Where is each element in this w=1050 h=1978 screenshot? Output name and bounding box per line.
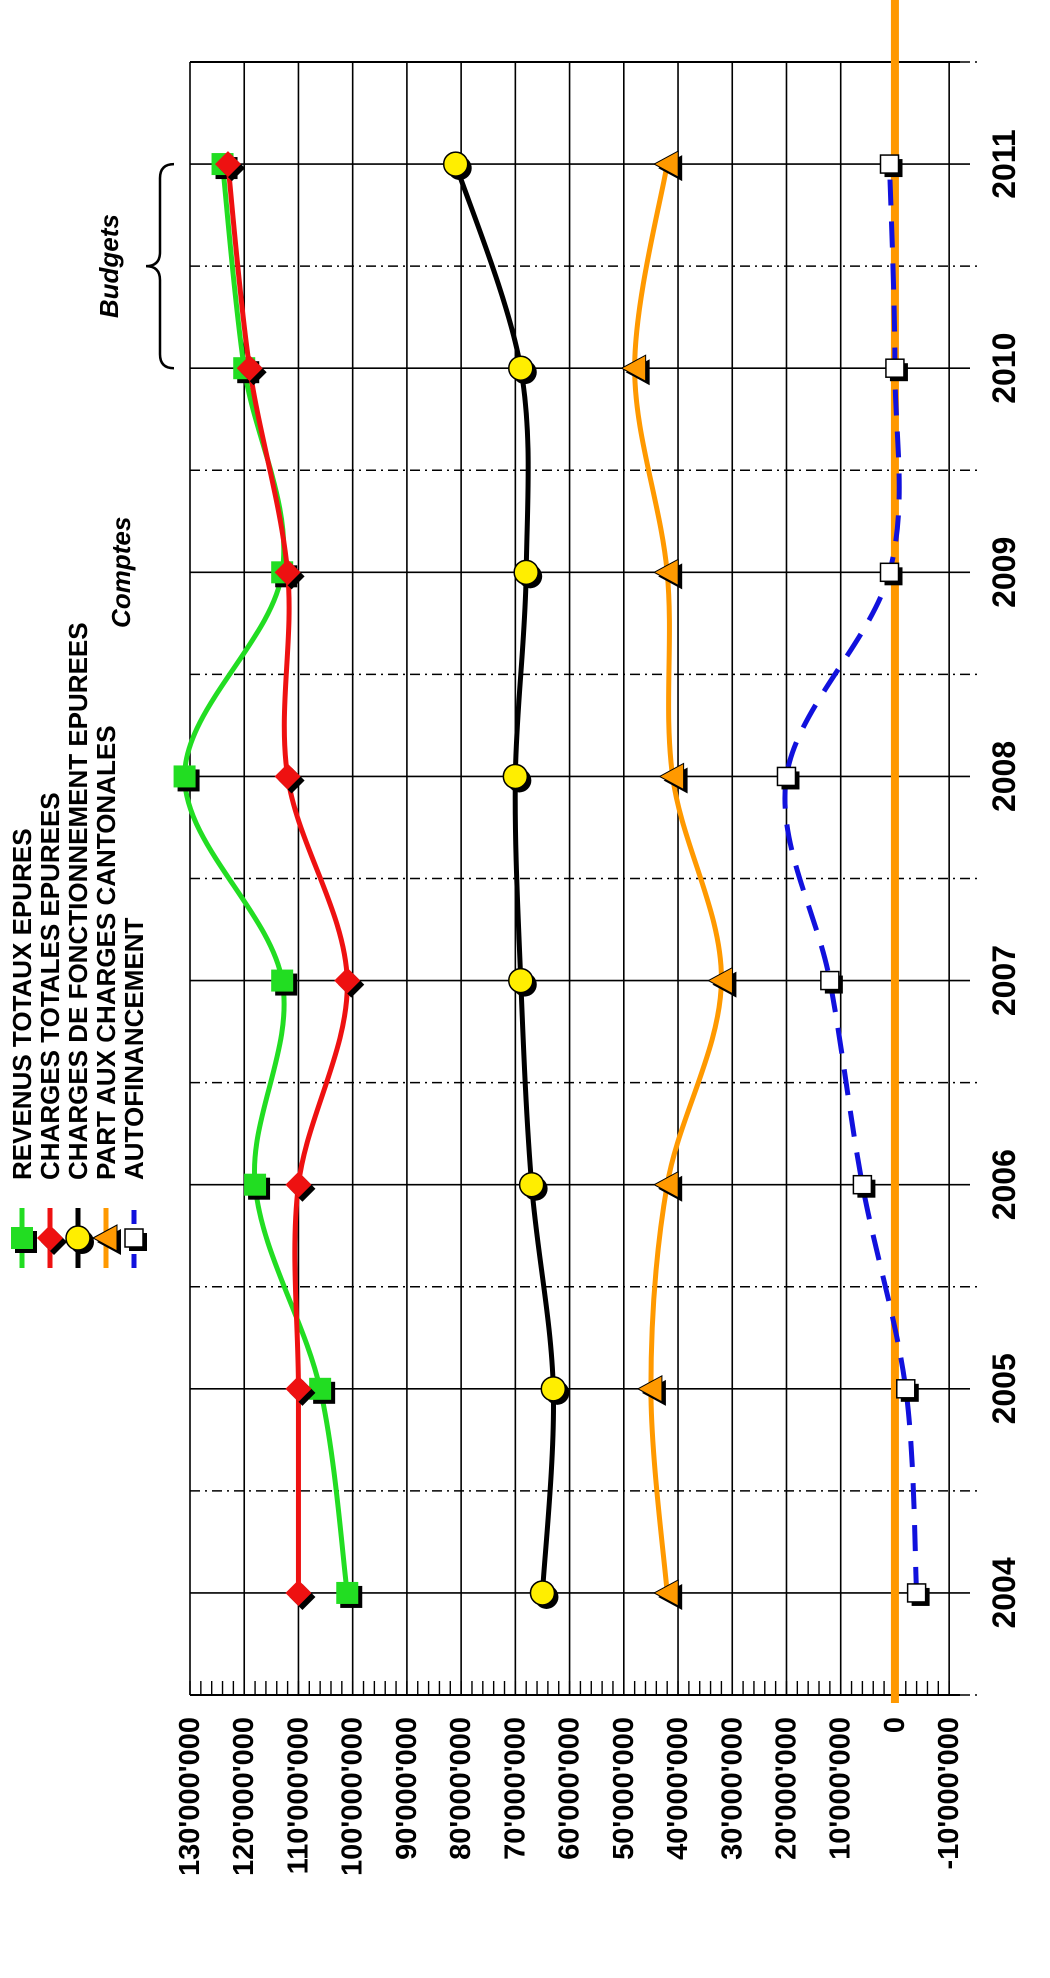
point-charges-de-fonctionnement-epurees	[508, 355, 534, 381]
point-part-aux-charges-cantonales	[653, 150, 679, 178]
annotation-comptes: Comptes	[106, 517, 136, 628]
year-tick-label: 2007	[986, 945, 1022, 1016]
point-autofinancement	[776, 766, 797, 787]
point-part-aux-charges-cantonales	[653, 1170, 679, 1199]
point-autofinancement	[885, 358, 905, 378]
point-charges-de-fonctionnement-epurees	[518, 1171, 545, 1198]
series-line-part-aux-charges-cantonales	[632, 163, 724, 1594]
point-charges-totales-epurees	[274, 763, 301, 790]
chart-grid	[189, 61, 978, 1696]
point-revenus-totaux-epures	[336, 1581, 359, 1604]
year-tick-label: 2004	[986, 1557, 1022, 1628]
legend-marker-charges-totales-epurees	[37, 1225, 63, 1251]
year-tick-label: 2008	[986, 741, 1022, 812]
series-line-charges-totales-epurees	[225, 163, 350, 1593]
value-tick-label: 110'000'000	[282, 1717, 314, 1874]
point-revenus-totaux-epures	[309, 1377, 332, 1400]
series-line-revenus-totaux-epures	[182, 163, 350, 1594]
chart-annotations: Comptes Budgets	[94, 162, 175, 628]
point-revenus-totaux-epures	[173, 765, 196, 788]
point-revenus-totaux-epures	[244, 1173, 267, 1196]
value-tick-label: 100'000'000	[337, 1717, 369, 1876]
value-tick-label: 30'000'000	[716, 1717, 748, 1860]
point-autofinancement	[879, 154, 900, 174]
series-part-aux-charges-cantonales	[620, 150, 737, 1610]
legend-marker-revenus-totaux-epures	[11, 1227, 33, 1249]
year-tick-label: 2006	[986, 1149, 1022, 1220]
point-charges-de-fonctionnement-epurees	[529, 1580, 556, 1606]
legend-label-part-aux-charges-cantonales: PART AUX CHARGES CANTONALES	[91, 725, 121, 1180]
series-autofinancement	[776, 154, 930, 1606]
point-revenus-totaux-epures	[271, 969, 294, 992]
annotation-budgets: Budgets	[94, 214, 124, 318]
series-line-charges-de-fonctionnement-epurees	[453, 163, 557, 1594]
point-autofinancement	[852, 1174, 873, 1195]
tick-labels: -10'000'000 0 10'000'000 20'000'000 30'000'0…	[174, 129, 1022, 1876]
series-line-autofinancement	[782, 163, 920, 1594]
legend-label-charges-de-fonctionnement-epurees: CHARGES DE FONCTIONNEMENT EPUREES	[63, 622, 93, 1180]
value-tick-label: -10'000'000	[933, 1717, 965, 1869]
point-charges-de-fonctionnement-epurees	[508, 967, 534, 994]
point-charges-de-fonctionnement-epurees	[540, 1376, 567, 1402]
value-tick-label: 90'000'000	[391, 1717, 423, 1860]
year-tick-label: 2010	[986, 333, 1022, 404]
point-part-aux-charges-cantonales	[636, 1374, 663, 1403]
value-tick-label: 0	[879, 1717, 911, 1733]
value-tick-label: 130'000'000	[174, 1717, 206, 1876]
point-charges-de-fonctionnement-epurees	[513, 559, 539, 586]
point-part-aux-charges-cantonales	[620, 354, 647, 383]
series-revenus-totaux-epures	[173, 153, 363, 1608]
value-tick-label: 10'000'000	[825, 1717, 857, 1860]
value-tick-label: 40'000'000	[662, 1717, 694, 1860]
point-part-aux-charges-cantonales	[707, 966, 733, 995]
legend-marker-charges-de-fonctionnement-epurees	[65, 1225, 91, 1251]
point-charges-totales-epurees	[274, 559, 301, 586]
point-autofinancement	[906, 1583, 927, 1603]
legend-label-autofinancement: AUTOFINANCEMENT	[119, 917, 149, 1180]
point-autofinancement	[820, 970, 840, 991]
legend-marker-part-aux-charges-cantonales	[91, 1224, 118, 1252]
value-tick-label: 60'000'000	[554, 1717, 586, 1860]
legend-label-revenus-totaux-epures: REVENUS TOTAUX EPURES	[7, 828, 37, 1180]
value-tick-label: 80'000'000	[445, 1717, 477, 1860]
series-charges-de-fonctionnement-epurees	[442, 151, 570, 1609]
point-part-aux-charges-cantonales	[658, 762, 685, 791]
value-tick-label: 120'000'000	[228, 1717, 260, 1876]
point-charges-totales-epurees	[236, 355, 263, 382]
value-tick-label: 20'000'000	[770, 1717, 802, 1860]
series-charges-totales-epurees	[214, 151, 365, 1610]
chart-series	[173, 150, 930, 1610]
point-charges-totales-epurees	[285, 1375, 312, 1402]
point-autofinancement	[896, 1379, 916, 1399]
point-autofinancement	[879, 562, 900, 583]
legend-label-charges-totales-epurees: CHARGES TOTALES EPUREES	[35, 792, 65, 1180]
annotation-brace	[145, 162, 175, 370]
value-tick-label: 50'000'000	[608, 1717, 640, 1860]
point-part-aux-charges-cantonales	[653, 558, 679, 587]
value-tick-label: 70'000'000	[499, 1717, 531, 1860]
year-tick-label: 2011	[986, 129, 1022, 198]
point-charges-totales-epurees	[334, 967, 361, 994]
year-tick-label: 2009	[986, 537, 1022, 608]
point-charges-totales-epurees	[214, 151, 241, 178]
point-charges-de-fonctionnement-epurees	[442, 151, 469, 177]
point-charges-totales-epurees	[285, 1579, 312, 1606]
year-tick-label: 2005	[986, 1353, 1022, 1424]
legend-marker-autofinancement	[124, 1228, 144, 1248]
point-charges-de-fonctionnement-epurees	[502, 763, 529, 790]
point-part-aux-charges-cantonales	[653, 1579, 679, 1607]
point-charges-totales-epurees	[285, 1171, 312, 1198]
